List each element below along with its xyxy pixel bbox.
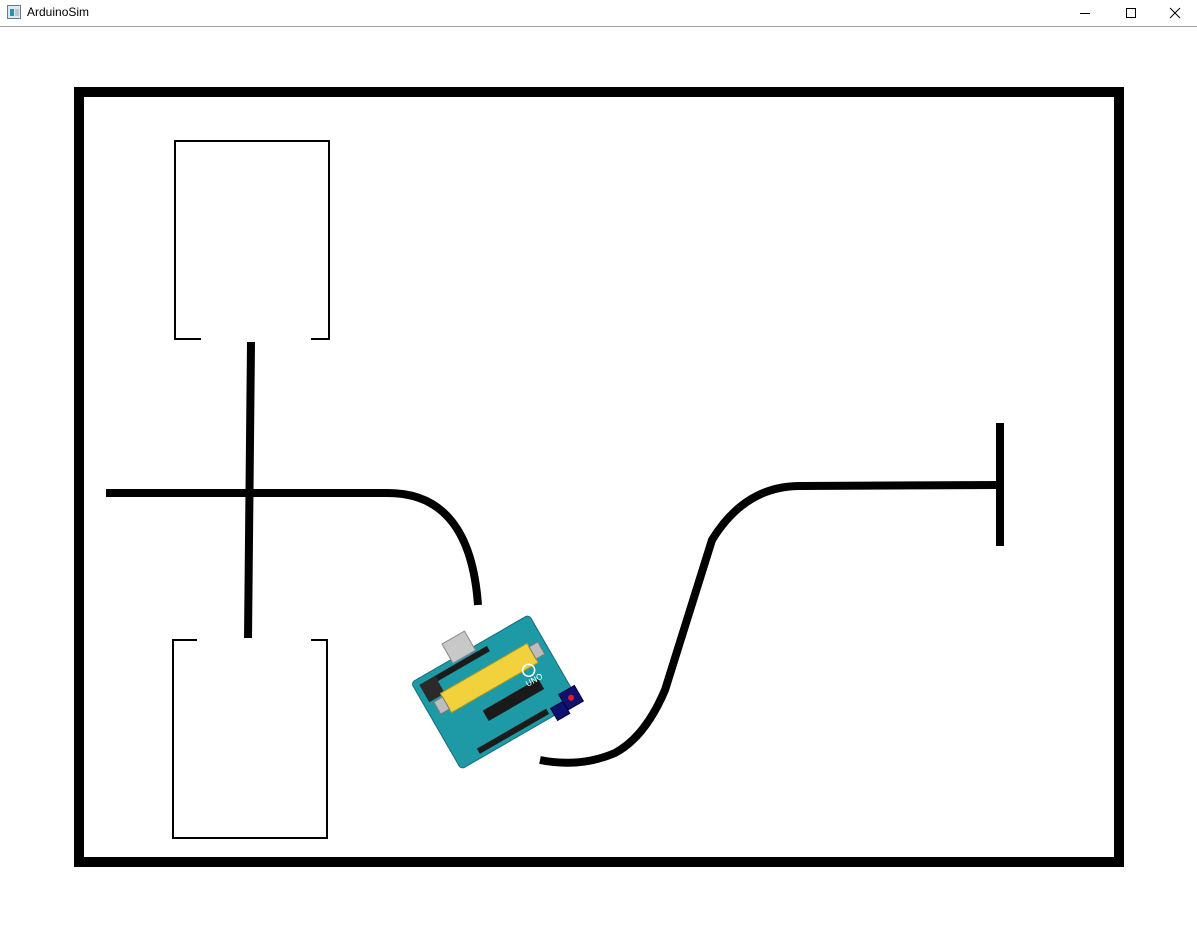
arena-wall xyxy=(74,87,1124,867)
motor-right xyxy=(528,641,546,660)
left-track-line xyxy=(106,489,482,606)
maximize-icon xyxy=(1126,8,1136,18)
app-window-icon xyxy=(7,5,21,19)
sensor-module xyxy=(549,700,571,722)
arduino-robot[interactable]: UNO xyxy=(402,597,585,774)
motor-left xyxy=(433,696,451,715)
usb-connector xyxy=(441,630,477,664)
title-bar: ArduinoSim xyxy=(0,0,1197,27)
header-bottom xyxy=(476,708,550,754)
minimize-button[interactable] xyxy=(1062,0,1108,26)
close-icon xyxy=(1169,7,1181,19)
close-button[interactable] xyxy=(1152,0,1197,26)
header-top xyxy=(434,645,490,682)
top-box-outline xyxy=(174,140,330,340)
simulation-arena: UNO xyxy=(74,87,1124,867)
minimize-icon xyxy=(1080,13,1090,14)
bottom-box-outline xyxy=(172,639,328,839)
microcontroller-chip xyxy=(482,678,545,722)
arduino-logo xyxy=(521,663,536,678)
right-track-line xyxy=(539,481,1001,767)
power-jack xyxy=(419,675,445,703)
window-title: ArduinoSim xyxy=(27,5,90,19)
sensor-led xyxy=(568,694,575,701)
maximize-button[interactable] xyxy=(1108,0,1154,26)
